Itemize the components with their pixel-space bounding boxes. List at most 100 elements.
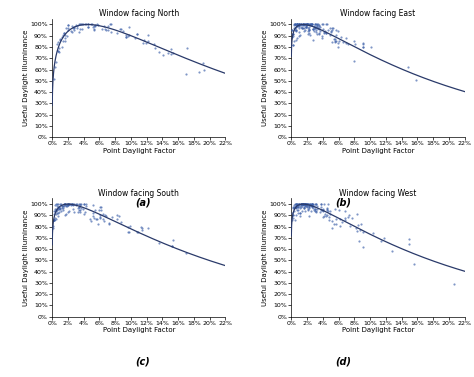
Point [299, 201, 307, 207]
Point [367, 44, 374, 51]
Point [115, 213, 122, 219]
Point [60, 203, 68, 209]
Point [101, 212, 109, 218]
Point [77, 205, 84, 211]
Point [311, 206, 319, 212]
Point [310, 203, 318, 209]
Point [305, 213, 313, 219]
Point [303, 204, 310, 210]
Point [327, 26, 334, 32]
Point [79, 21, 87, 28]
Point [57, 37, 64, 43]
Point [167, 51, 174, 57]
Point [328, 25, 335, 31]
Point [323, 212, 330, 218]
Point [70, 25, 78, 31]
Point [296, 205, 304, 211]
Point [302, 202, 310, 208]
Point [310, 24, 318, 30]
Point [303, 21, 311, 28]
Point [104, 26, 112, 32]
Point [63, 25, 70, 31]
Point [145, 225, 152, 231]
Point [104, 23, 112, 29]
Point [291, 21, 299, 28]
Point [310, 205, 317, 211]
Point [302, 201, 310, 207]
Point [82, 21, 90, 28]
Point [290, 205, 297, 211]
Point [64, 22, 72, 28]
Point [58, 203, 66, 209]
Point [126, 32, 133, 38]
Point [310, 201, 317, 207]
Point [53, 206, 60, 212]
Point [91, 207, 99, 213]
Point [84, 24, 92, 30]
Point [51, 217, 58, 223]
Point [51, 206, 59, 212]
Point [308, 203, 316, 209]
Point [319, 208, 327, 214]
Point [303, 203, 310, 209]
Point [305, 201, 313, 207]
Point [289, 31, 296, 37]
Point [322, 213, 330, 219]
Point [87, 21, 95, 28]
Point [326, 32, 334, 38]
Point [302, 21, 310, 28]
Point [291, 201, 299, 207]
X-axis label: Point Daylight Factor: Point Daylight Factor [102, 327, 175, 333]
Point [294, 204, 302, 210]
Point [298, 201, 305, 207]
Point [357, 221, 365, 227]
Point [144, 32, 152, 38]
Point [70, 201, 78, 207]
Point [296, 203, 303, 209]
Text: (c): (c) [136, 356, 150, 366]
Point [64, 21, 72, 28]
Point [68, 201, 75, 207]
Point [296, 201, 303, 207]
Point [295, 21, 303, 28]
Point [73, 201, 80, 207]
Point [359, 44, 367, 50]
Point [99, 211, 107, 217]
Point [356, 227, 364, 233]
Point [294, 23, 301, 29]
Point [299, 201, 306, 207]
Point [56, 206, 64, 212]
Point [297, 21, 304, 28]
Point [292, 28, 300, 34]
Point [308, 21, 315, 28]
Point [89, 210, 97, 216]
Point [324, 208, 332, 214]
Point [304, 31, 311, 37]
Point [331, 38, 338, 44]
Point [80, 201, 87, 207]
Point [296, 210, 304, 216]
Point [289, 42, 297, 48]
Point [303, 21, 311, 28]
Point [314, 25, 322, 31]
Point [108, 215, 116, 221]
Point [313, 31, 320, 37]
Point [91, 23, 98, 29]
Point [306, 21, 314, 28]
Point [116, 26, 124, 32]
Point [311, 24, 319, 30]
Point [310, 28, 318, 34]
Point [100, 218, 108, 224]
Point [302, 24, 310, 30]
Point [328, 225, 336, 231]
Point [317, 201, 325, 207]
Point [88, 21, 95, 28]
Point [293, 201, 301, 207]
Point [96, 204, 103, 210]
Point [301, 201, 309, 207]
Point [53, 201, 60, 207]
Point [307, 201, 315, 207]
Point [303, 21, 310, 28]
Point [66, 201, 73, 207]
Point [359, 40, 367, 46]
